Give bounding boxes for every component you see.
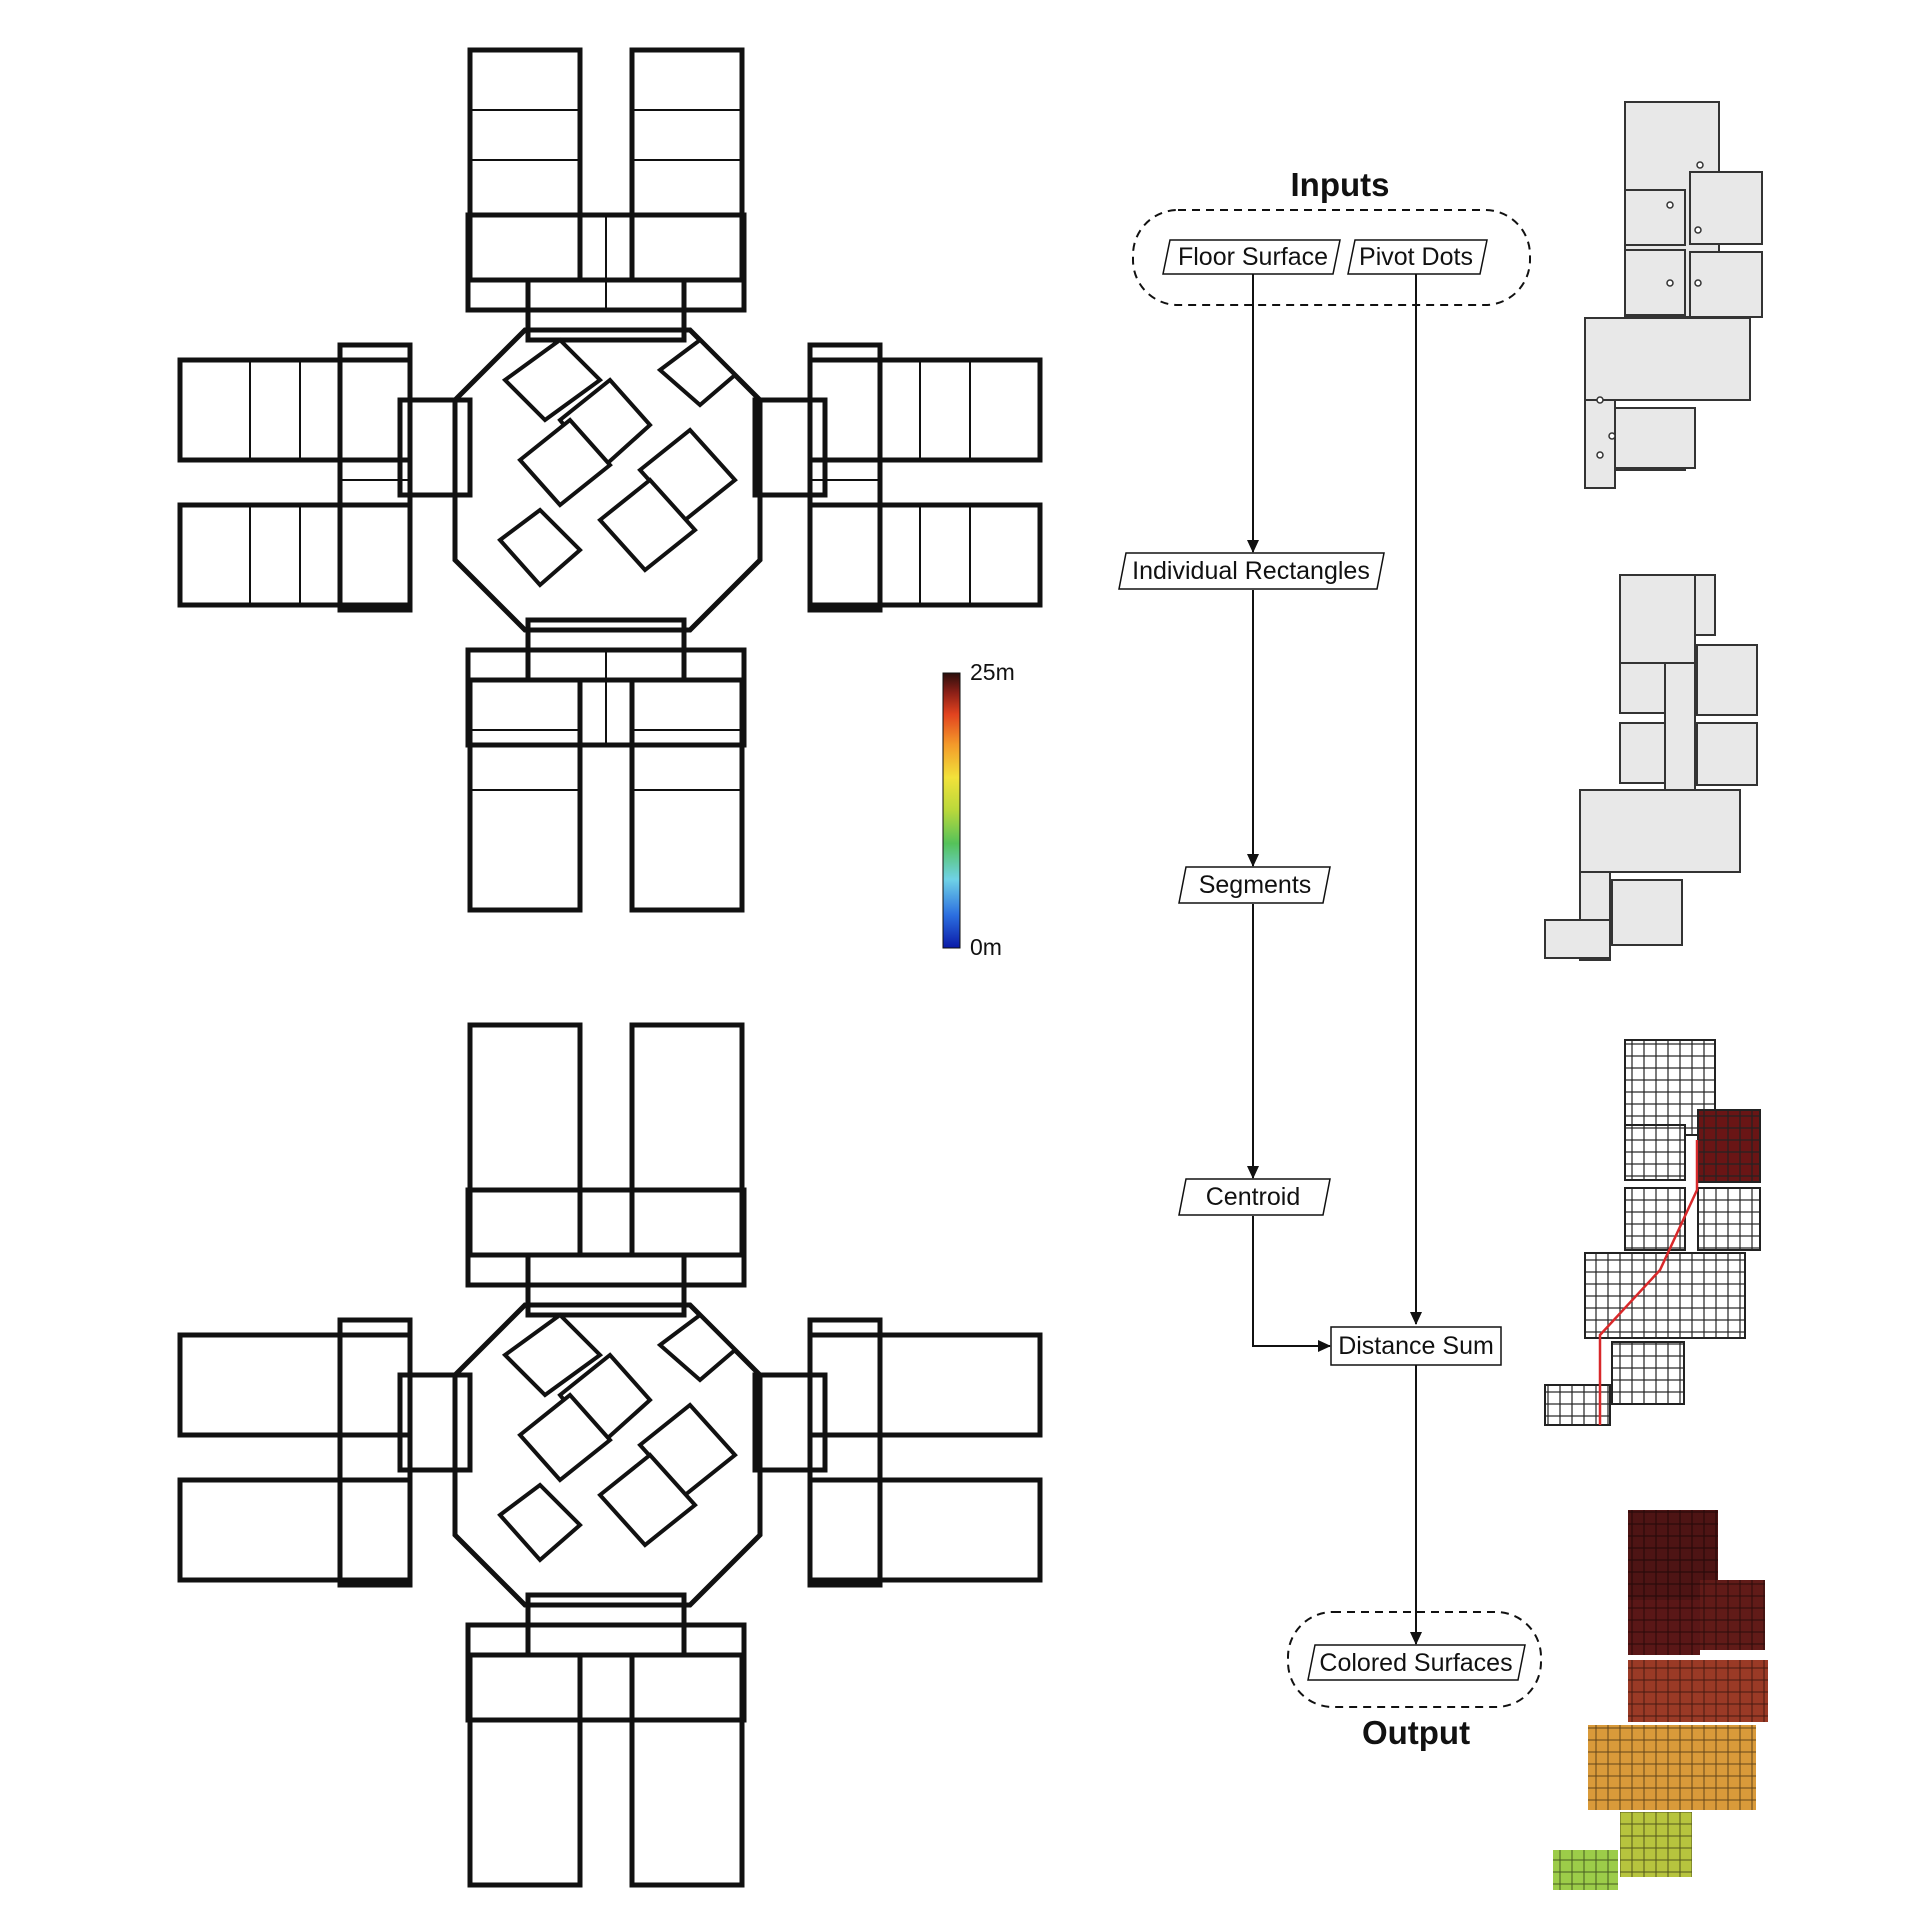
flow-diagram: Inputs Floor Surface Pivot Dots Individu… [1118,166,1542,1751]
flow-arrows [1247,274,1422,1645]
inputs-title: Inputs [1291,166,1390,203]
inputs-group [1132,209,1531,306]
node-floor-surface: Floor Surface [1162,239,1341,275]
svg-text:Individual Rectangles: Individual Rectangles [1132,557,1370,585]
heatmap-plan-bottom [160,1015,1060,1895]
node-individual-rectangles: Individual Rectangles [1118,552,1385,590]
scale-min-label: 0m [970,934,1002,960]
svg-text:Colored Surfaces: Colored Surfaces [1319,1649,1512,1677]
distance-scale-bar: 25m 0m [942,659,1015,960]
svg-text:Floor Surface: Floor Surface [1178,243,1328,271]
node-distance-sum: Distance Sum [1330,1326,1502,1366]
panel-segments-grid [1544,1039,1761,1426]
svg-text:Segments: Segments [1199,871,1312,899]
scale-max-label: 25m [970,659,1015,685]
node-segments: Segments [1178,866,1331,904]
node-centroid: Centroid [1178,1178,1331,1216]
heatmap-plan-top [160,40,1060,920]
distance-path [1598,1140,1699,1425]
output-title: Output [1362,1714,1470,1751]
svg-text:Pivot Dots: Pivot Dots [1359,243,1473,271]
svg-text:Distance Sum: Distance Sum [1338,1332,1494,1360]
svg-text:Centroid: Centroid [1206,1183,1301,1211]
node-pivot-dots: Pivot Dots [1347,239,1488,275]
core-shafts-bottom [497,1312,738,1563]
panel-colored-surfaces [1553,1510,1768,1890]
panel-individual-rectangles [1544,574,1758,961]
node-colored-surfaces: Colored Surfaces [1307,1644,1526,1681]
internal-walls [249,109,971,791]
panel-floor-surface [1584,101,1763,489]
core-shafts [497,337,738,588]
panel-floor-pivots [1596,161,1704,459]
